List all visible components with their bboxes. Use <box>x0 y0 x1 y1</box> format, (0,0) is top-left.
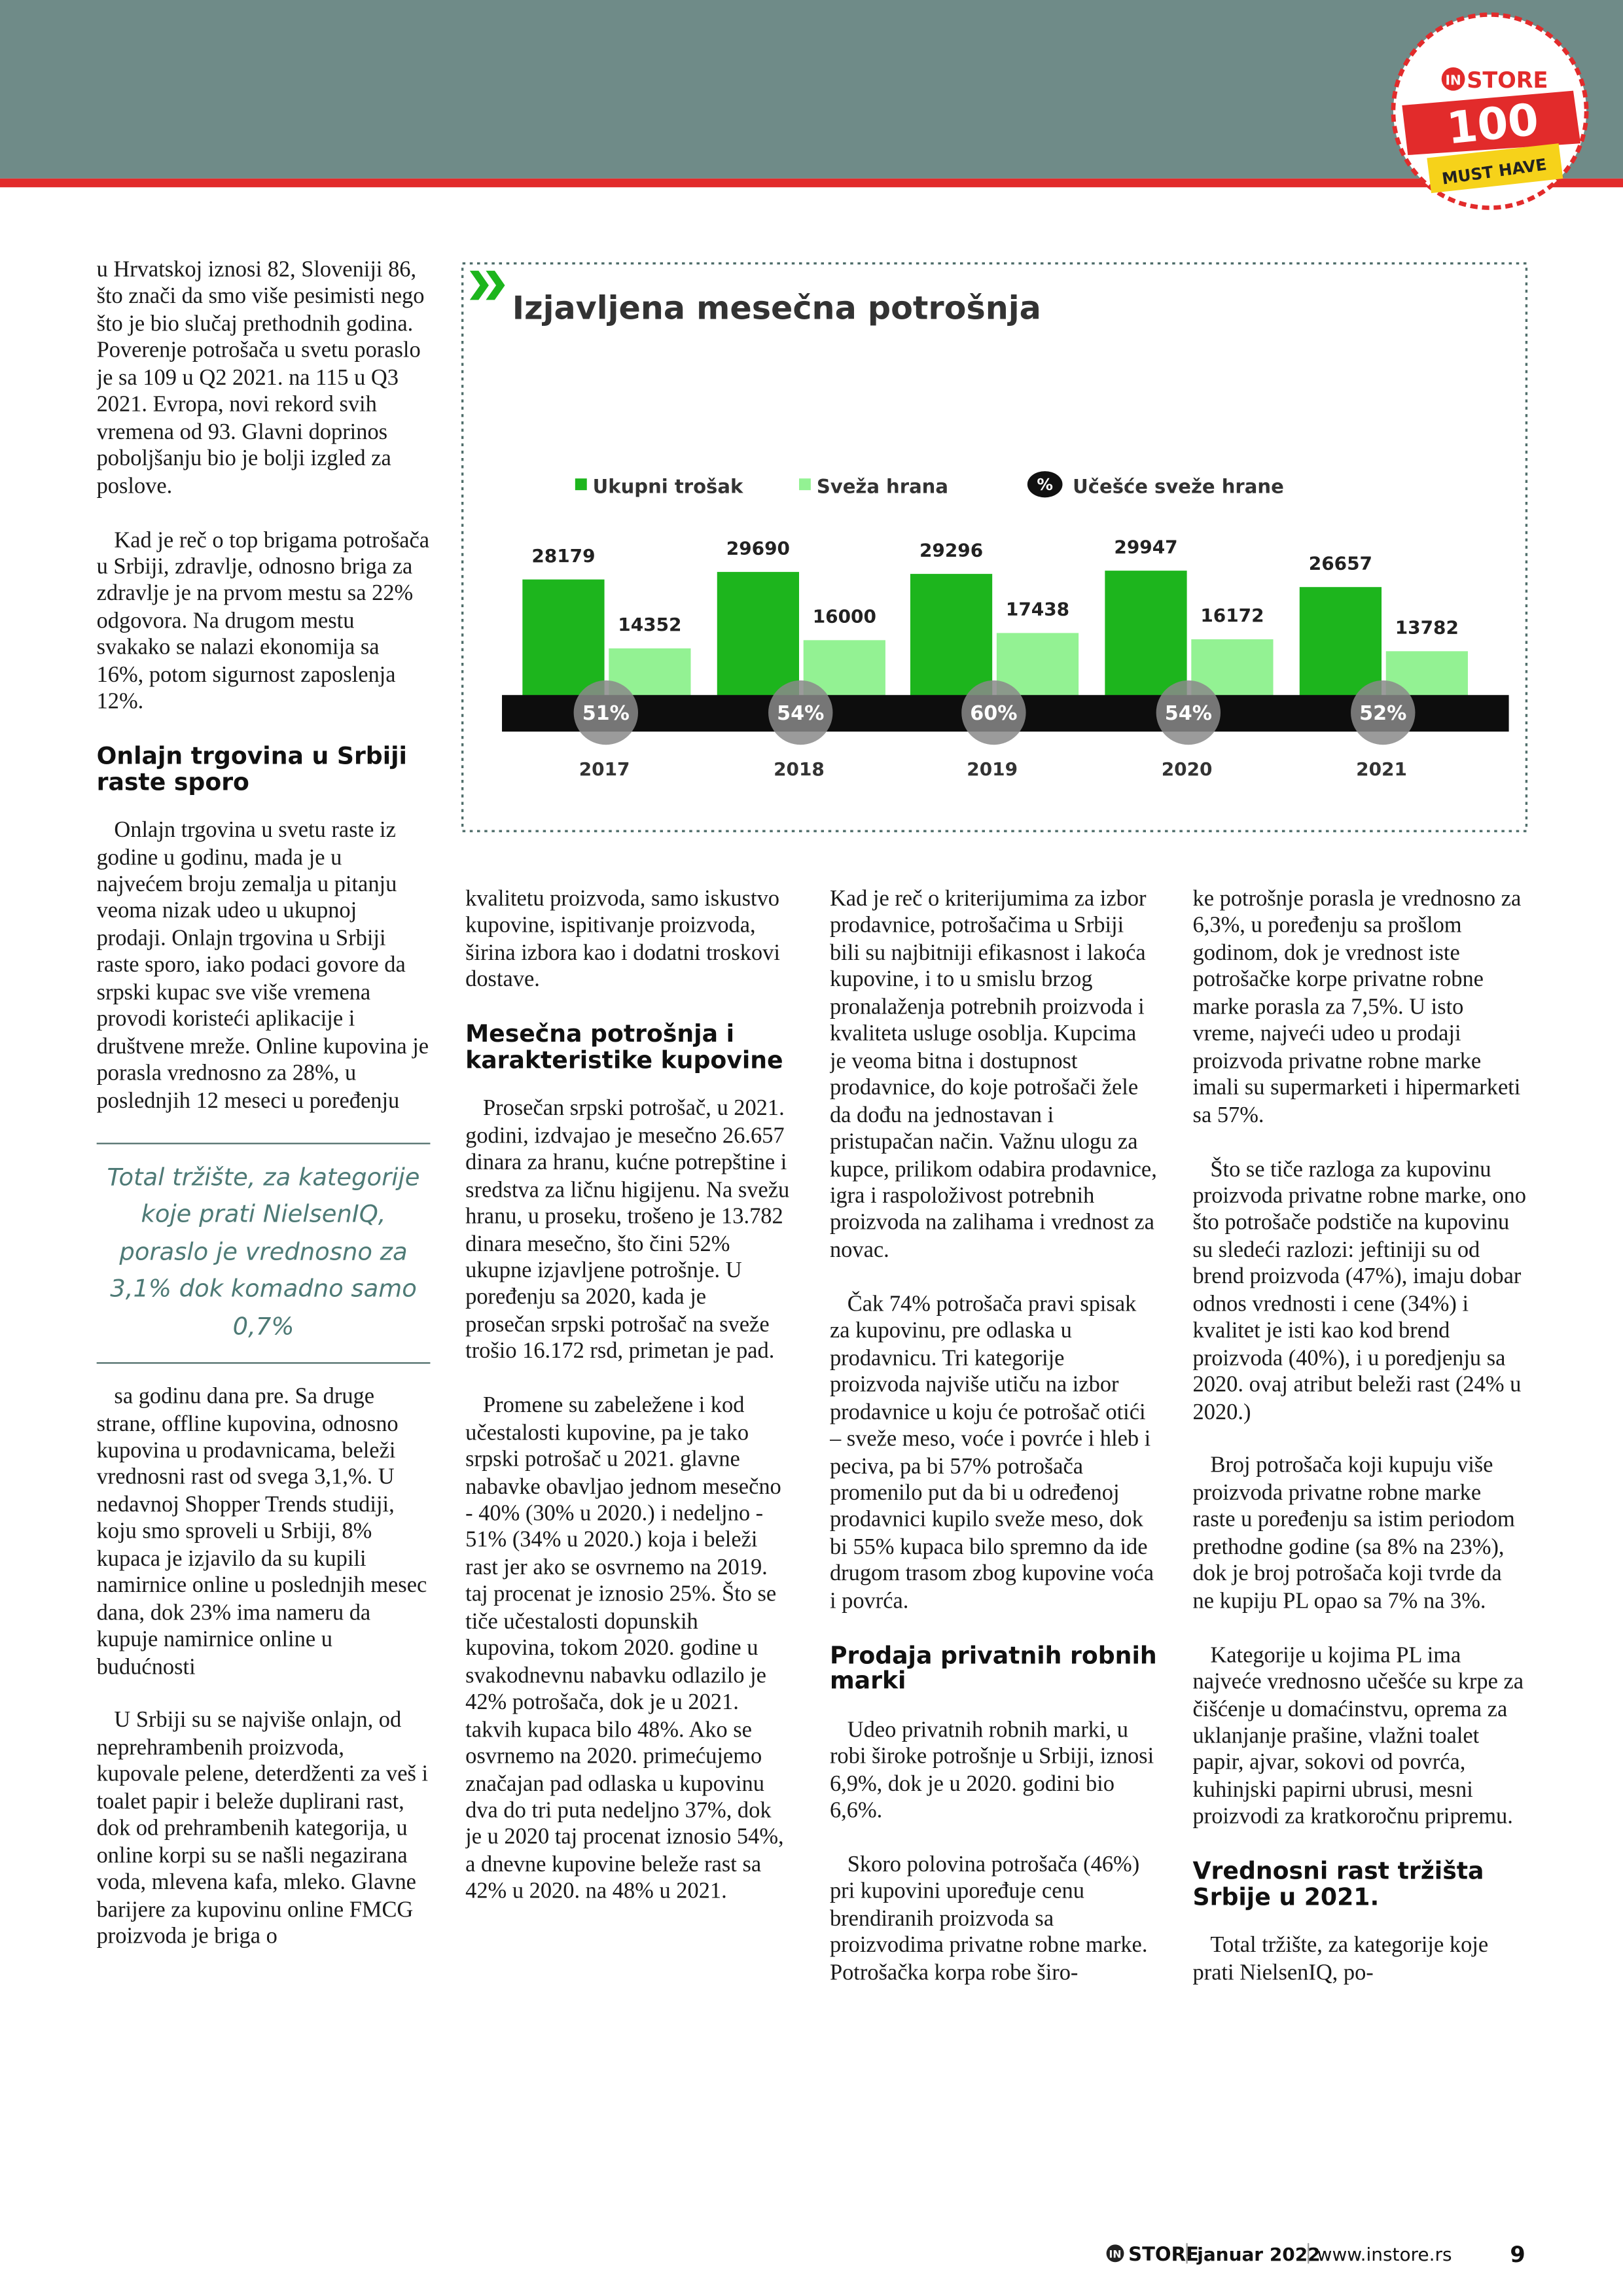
x-tick-label: 2018 <box>774 758 825 780</box>
footer-issue: januar 2022 <box>1196 2244 1320 2265</box>
paragraph: Udeo privatnih robnih marki, u robi širo… <box>829 1717 1154 1824</box>
legend-label: Sveža hrana <box>817 476 948 498</box>
paragraph: Kategorije u kojima PL ima najveće vredn… <box>1192 1642 1524 1830</box>
paragraph: Promene su zabeležene i kod učestalosti … <box>465 1393 784 1905</box>
legend-swatch <box>798 478 811 491</box>
heading: Mesečna potrošnja i karakteristike kupov… <box>465 1020 783 1074</box>
column: kvalitetu proizvoda, samo iskustvo kupov… <box>465 887 792 2208</box>
share-marker <box>768 680 833 745</box>
paragraph: u Hrvatskoj iznosi 82, Sloveniji 86, što… <box>96 257 425 499</box>
footer: IN STORE januar 2022 www.instore.rs 9 <box>1106 2242 1525 2267</box>
badge-dot <box>1441 67 1465 91</box>
paragraph: Čak 74% potrošača pravi spisak za kupovi… <box>829 1292 1154 1614</box>
x-tick-label: 2017 <box>579 758 630 780</box>
footer-store: STORE <box>1128 2243 1199 2265</box>
footer-logo-dot <box>1106 2244 1124 2263</box>
x-tick-label: 2019 <box>967 758 1018 780</box>
heading: Vrednosni rast tržišta Srbije u 2021. <box>1192 1857 1484 1911</box>
paragraph: kvalitetu proizvoda, samo iskustvo kupov… <box>465 887 780 993</box>
paragraph: U Srbiji su se najviše onlajn, od nepreh… <box>96 1708 429 1949</box>
share-marker <box>1156 680 1221 745</box>
paragraph: Skoro polovina potrošača (46%) pri kupov… <box>829 1852 1148 1985</box>
paragraph: Broj potrošača koji kupuju više proizvod… <box>1192 1453 1515 1614</box>
logo-arrow <box>469 270 489 300</box>
quote: Total tržište, za kategorije koje prati … <box>96 1142 431 1364</box>
logo-arrow <box>486 270 505 300</box>
paragraph: Što se tiče razloga za kupovinu proizvod… <box>1192 1156 1526 1425</box>
chart-title: Izjavljena mesečna potrošnja <box>512 289 1041 327</box>
share-label: 52% <box>1359 702 1406 725</box>
paragraph: sa godinu dana pre. Sa druge strane, off… <box>96 1384 427 1680</box>
legend-symbol: % <box>1037 475 1053 494</box>
x-tick-label: 2020 <box>1162 758 1213 780</box>
badge: IN STORE 100 MUST HAVE <box>1391 12 1589 210</box>
data-label: 28179 <box>531 545 595 567</box>
legend-label: Ukupni trošak <box>593 476 743 498</box>
chart-frame <box>461 262 1528 832</box>
footer-site: www.instore.rs <box>1317 2244 1452 2265</box>
header-band <box>0 0 1623 179</box>
data-label: 29947 <box>1114 536 1177 557</box>
data-label: 29690 <box>726 537 790 559</box>
data-label: 16172 <box>1200 605 1264 626</box>
badge-ribbon <box>1427 143 1563 194</box>
heading: Onlajn trgovina u Srbiji raste sporo <box>96 742 407 796</box>
data-label: 16000 <box>813 606 876 627</box>
badge-in: IN <box>1445 73 1461 88</box>
data-label: 17438 <box>1006 599 1069 620</box>
footer-page: 9 <box>1510 2242 1525 2267</box>
paragraph: Onlajn trgovina u svetu raste iz godine … <box>96 818 429 1114</box>
data-label: 13782 <box>1395 616 1459 638</box>
share-label: 54% <box>1165 702 1212 725</box>
paragraph: ke potrošnje porasla je vrednosno za 6,3… <box>1192 887 1522 1128</box>
legend-swatch <box>1027 471 1063 498</box>
legend-label: Učešće sveže hrane <box>1073 476 1284 498</box>
legend-swatch <box>575 478 587 491</box>
paragraph: Total tržište, za kategorije koje prati … <box>1192 1933 1489 1985</box>
share-label: 51% <box>582 702 630 725</box>
share-marker <box>1351 680 1416 745</box>
heading: Prodaja privatnih robnih marki <box>829 1641 1157 1695</box>
column: Kad je reč o kriterijumima za izbor prod… <box>830 887 1158 2208</box>
chart-logo <box>469 270 505 300</box>
data-label: 14352 <box>618 614 681 635</box>
badge-banner <box>1402 90 1581 156</box>
share-label: 60% <box>970 702 1017 725</box>
data-label: 26657 <box>1309 552 1372 574</box>
footer-in: IN <box>1109 2248 1122 2261</box>
share-marker <box>961 680 1026 745</box>
paragraph: Kad je reč o top brigama potrošača u Srb… <box>96 527 430 715</box>
data-label: 29296 <box>919 539 983 561</box>
share-marker <box>573 680 639 745</box>
paragraph: Prosečan srpski potrošač, u 2021. godini… <box>465 1096 790 1364</box>
column: u Hrvatskoj iznosi 82, Sloveniji 86, što… <box>96 257 431 2208</box>
paragraph: Kad je reč o kriterijumima za izbor prod… <box>829 887 1157 1263</box>
share-label: 54% <box>777 702 824 725</box>
badge-store: STORE <box>1467 67 1548 93</box>
column: ke potrošnje porasla je vrednosno za 6,3… <box>1193 887 1527 2208</box>
badge-number: 100 <box>1444 94 1541 154</box>
header-rule <box>0 178 1623 188</box>
x-tick-label: 2021 <box>1356 758 1407 780</box>
